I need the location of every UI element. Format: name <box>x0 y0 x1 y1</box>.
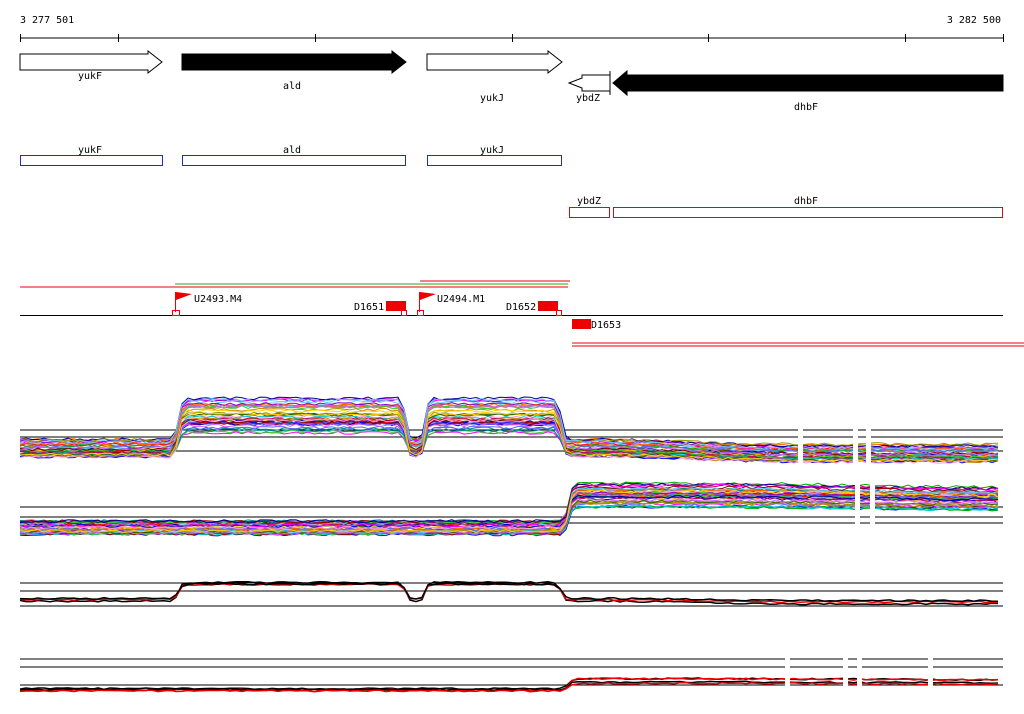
gene-label-yukF: yukF <box>78 71 102 82</box>
promoter-mark-1 <box>172 310 180 316</box>
feature-label-U2494.M1: U2494.M1 <box>437 294 485 305</box>
expression-profile <box>19 492 999 532</box>
ruler-ticks <box>20 34 1004 42</box>
expression-profile <box>19 582 999 603</box>
annotation-box-yukJ[interactable] <box>427 155 562 166</box>
data-gap <box>853 425 858 465</box>
data-gap <box>866 425 871 465</box>
expression-profile <box>19 402 999 448</box>
gene-arrow-yukJ[interactable] <box>426 49 563 75</box>
expression-profile <box>19 412 999 463</box>
ruler-end-label: 3 282 500 <box>947 15 1001 26</box>
expression-profile <box>19 420 999 453</box>
annotation-track-blue: yukF ald yukJ <box>20 145 562 166</box>
terminator-mark-D1652 <box>556 310 562 316</box>
annotation-box-dhbF[interactable] <box>613 207 1003 218</box>
expression-profile <box>19 417 999 459</box>
terminator-box-D1651[interactable] <box>386 301 406 311</box>
feature-track: U2493.M4 D1651 U2494.M1 D1652 D1653 <box>20 280 1024 347</box>
data-gap <box>870 478 875 538</box>
expression-profile <box>19 498 999 535</box>
promoter-flag-1[interactable] <box>176 292 192 300</box>
ruler-start-label: 3 277 501 <box>20 15 74 26</box>
annotation-box-ald[interactable] <box>182 155 406 166</box>
expression-profile <box>19 418 999 464</box>
terminator-box-D1653[interactable] <box>572 319 591 329</box>
gene-label-yukJ: yukJ <box>480 93 504 104</box>
annotation-label-dhbF: dhbF <box>794 196 818 207</box>
expression-profile <box>19 489 999 533</box>
gene-arrow-ald[interactable] <box>181 49 407 75</box>
expression-profile <box>19 402 999 449</box>
gene-arrow-dhbF[interactable] <box>612 69 1004 97</box>
expression-profile <box>19 483 999 528</box>
annotation-label-yukJ: yukJ <box>480 145 504 156</box>
gene-label-ybdZ: ybdZ <box>576 93 600 104</box>
annotation-label-ald: ald <box>283 145 301 156</box>
terminator-box-D1652[interactable] <box>538 301 558 311</box>
gene-label-dhbF: dhbF <box>794 102 818 113</box>
data-gap <box>928 655 933 695</box>
annotation-label-ybdZ: ybdZ <box>577 196 601 207</box>
gene-arrow-ybdZ[interactable] <box>567 74 611 92</box>
expression-panel-1 <box>19 396 1003 465</box>
expression-profile <box>19 396 999 448</box>
data-gap <box>785 655 790 695</box>
gene-label-ald: ald <box>283 81 301 92</box>
coordinate-ruler: 3 277 501 3 282 500 <box>20 15 1004 42</box>
gene-arrow-yukF[interactable] <box>19 49 163 75</box>
annotation-track-red: ybdZ dhbF <box>569 196 1003 218</box>
gene-track: yukF ald yukJ ybdZ dhbF <box>19 49 1004 113</box>
expression-panel-4 <box>19 655 1003 695</box>
terminator-mark-D1651 <box>401 310 407 316</box>
annotation-box-ybdZ[interactable] <box>569 207 610 218</box>
promoter-flag-2[interactable] <box>420 292 436 300</box>
expression-panel-2 <box>19 478 1003 538</box>
expression-profile <box>19 680 999 692</box>
feature-label-D1653: D1653 <box>591 320 621 331</box>
expression-profile <box>19 398 999 451</box>
expression-profile <box>19 404 999 456</box>
expression-panel-3 <box>19 580 1003 607</box>
expression-profile <box>19 580 999 606</box>
data-gap <box>798 425 803 465</box>
feature-label-U2493.M4: U2493.M4 <box>194 294 242 305</box>
data-gap <box>855 478 860 538</box>
data-gap <box>857 655 862 695</box>
feature-label-D1652: D1652 <box>506 302 536 313</box>
promoter-mark-2 <box>417 310 424 316</box>
feature-label-D1651: D1651 <box>354 302 384 313</box>
expression-profile <box>19 403 999 451</box>
expression-profile <box>19 494 999 524</box>
annotation-box-yukF[interactable] <box>20 155 163 166</box>
expression-profile <box>19 681 999 693</box>
annotation-label-yukF: yukF <box>78 145 102 156</box>
data-gap <box>843 655 848 695</box>
